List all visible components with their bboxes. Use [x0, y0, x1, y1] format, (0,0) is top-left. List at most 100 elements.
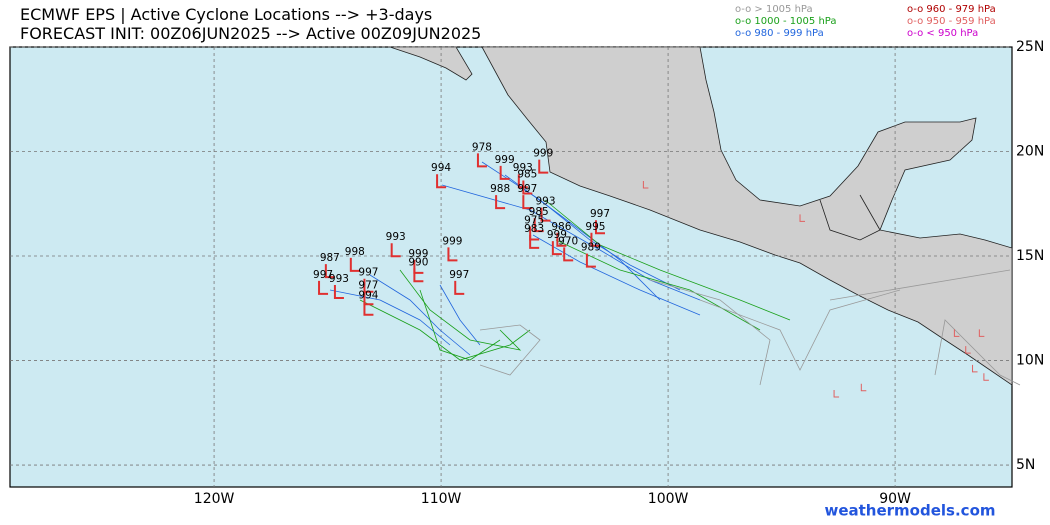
- border: [859, 194, 881, 231]
- pressure-label: 986: [551, 221, 571, 233]
- x-tick-label: 100W: [648, 491, 689, 507]
- track: [504, 174, 661, 301]
- storm-marker: [447, 247, 458, 262]
- storm-marker: [349, 257, 360, 272]
- y-tick-label: 10N: [1016, 353, 1044, 369]
- track: [479, 324, 541, 376]
- pressure-label: 994: [358, 290, 378, 302]
- storm-marker: [499, 165, 510, 180]
- pressure-label: 990: [408, 256, 428, 268]
- low-marker: [978, 329, 985, 337]
- pressure-label: 997: [313, 269, 333, 281]
- pressure-label: 985: [517, 169, 537, 181]
- low-marker: [953, 329, 960, 337]
- low-marker: [833, 389, 840, 398]
- pressure-label: 985: [529, 206, 549, 218]
- pressure-label: 999: [547, 229, 567, 241]
- pressure-label: 993: [386, 231, 406, 243]
- pressure-label: 975: [524, 214, 544, 226]
- storm-marker: [476, 153, 487, 168]
- storm-marker: [436, 174, 447, 189]
- legend-entry: o-o 950 - 959 hPa: [907, 16, 996, 27]
- x-tick-label: 90W: [879, 491, 911, 507]
- border: [819, 199, 881, 241]
- pressure-label: 999: [533, 148, 553, 160]
- y-tick-label: 25N: [1016, 39, 1044, 55]
- storm-marker: [318, 280, 329, 295]
- track: [359, 299, 531, 361]
- subtitle: FORECAST INIT: 00Z06JUN2025 --> Active 0…: [20, 24, 481, 43]
- storm-marker: [363, 301, 374, 316]
- legend: o-o > 1005 hPa o-o 960 - 979 hPa o-o 1000 …: [735, 4, 996, 39]
- pressure-label: 997: [590, 208, 610, 220]
- low-marker: [983, 373, 989, 381]
- track: [934, 319, 1021, 386]
- legend-entry: o-o < 950 hPa: [907, 28, 978, 39]
- pressure-label: 977: [358, 279, 378, 291]
- storm-marker: [522, 180, 533, 195]
- x-tick-label: 110W: [421, 491, 462, 507]
- pressure-label: 997: [449, 269, 469, 281]
- storm-marker: [590, 232, 601, 247]
- pressure-label: 970: [558, 235, 578, 247]
- track: [329, 289, 451, 346]
- storm-marker: [533, 218, 544, 233]
- track: [544, 199, 791, 321]
- storm-marker: [390, 243, 401, 258]
- track: [369, 274, 471, 356]
- storm-marker: [540, 207, 551, 222]
- x-tick-label: 120W: [194, 491, 235, 507]
- low-marker: [972, 364, 978, 373]
- storm-marker: [324, 264, 335, 279]
- storm-marker: [333, 285, 344, 300]
- pressure-label: 994: [431, 162, 451, 174]
- storm-marker: [563, 247, 574, 262]
- title: ECMWF EPS | Active Cyclone Locations -->…: [20, 5, 432, 24]
- pressure-label: 978: [472, 141, 492, 153]
- low-marker: [642, 180, 649, 189]
- storm-marker: [454, 280, 465, 295]
- mexico-central-america: [481, 46, 1013, 386]
- y-tick-label: 20N: [1016, 144, 1044, 160]
- storm-marker: [551, 241, 562, 256]
- legend-entry: o-o 960 - 979 hPa: [907, 4, 996, 15]
- pressure-label: 989: [581, 242, 601, 254]
- storm-marker: [556, 232, 567, 247]
- legend-entry: o-o > 1005 hPa: [735, 4, 813, 15]
- track: [532, 234, 701, 316]
- pressure-label: 995: [585, 221, 605, 233]
- pressure-label: 987: [320, 252, 340, 264]
- tracks: [329, 161, 1021, 386]
- storm-marker: [529, 234, 540, 249]
- land: [389, 46, 1013, 386]
- legend-entry: o-o 1000 - 1005 hPa: [735, 16, 836, 27]
- pressure-label: 997: [358, 267, 378, 279]
- pressure-label: 988: [490, 183, 510, 195]
- track: [399, 269, 522, 351]
- track: [439, 284, 481, 346]
- pressure-label: 993: [329, 273, 349, 285]
- storm-marker: [585, 253, 596, 268]
- pressure-label: 999: [442, 235, 462, 247]
- storm-marker: [517, 174, 528, 189]
- pressure-label: 999: [495, 154, 515, 166]
- pressure-label: 999: [408, 248, 428, 260]
- low-marker: [965, 346, 971, 354]
- pressure-label: 998: [345, 246, 365, 258]
- pressure-label: 993: [513, 162, 533, 174]
- track: [419, 289, 501, 361]
- track: [555, 239, 761, 331]
- low-marker: [860, 383, 867, 392]
- storm-marker: [538, 159, 549, 174]
- credit: weathermodels.com: [824, 502, 995, 520]
- track: [649, 279, 771, 386]
- track: [441, 184, 701, 301]
- storm-marker: [495, 195, 506, 210]
- storm-marker: [413, 268, 424, 283]
- pressure-label: 997: [517, 183, 537, 195]
- pressure-label: 983: [524, 223, 544, 235]
- low-marker: [799, 214, 806, 222]
- track: [699, 289, 901, 371]
